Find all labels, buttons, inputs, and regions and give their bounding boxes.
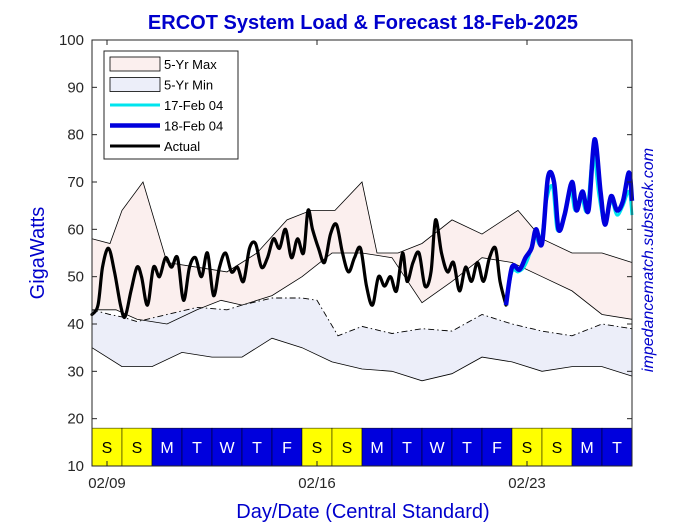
day-cell-label: F xyxy=(282,440,292,457)
chart-title: ERCOT System Load & Forecast 18-Feb-2025 xyxy=(148,12,578,34)
legend-label-5-yr-min: 5-Yr Min xyxy=(164,78,213,93)
legend-label-18-feb-04: 18-Feb 04 xyxy=(164,119,223,134)
y-tick-label: 20 xyxy=(67,411,84,428)
day-cell xyxy=(571,427,603,467)
day-cell xyxy=(391,427,423,467)
day-cell-label: W xyxy=(429,440,445,457)
day-cell-label: T xyxy=(462,440,472,457)
day-cell-label: M xyxy=(580,440,593,457)
plot-area: S S M T W T F S S M T W T F S S M T1020304050607080901000… xyxy=(59,32,635,492)
max-band-upper-edge xyxy=(91,181,633,273)
day-cell xyxy=(241,427,273,467)
day-cell xyxy=(481,427,513,467)
day-cell-label: T xyxy=(192,440,202,457)
y-axis-label: GigaWatts xyxy=(27,207,49,300)
day-cell-label: T xyxy=(252,440,262,457)
legend-label-actual: Actual xyxy=(164,139,200,154)
day-cell-label: T xyxy=(402,440,412,457)
y-tick-label: 70 xyxy=(67,174,84,191)
day-cell xyxy=(301,427,333,467)
day-cell xyxy=(271,427,303,467)
day-cell-label: S xyxy=(312,440,323,457)
max-band-lower-edge xyxy=(92,252,633,325)
y-tick-label: 50 xyxy=(67,269,84,286)
y-tick-label: 40 xyxy=(67,316,84,333)
y-tick-label: 60 xyxy=(67,221,84,238)
day-cell-label: T xyxy=(612,440,622,457)
day-cell-label: S xyxy=(132,440,143,457)
actual-line xyxy=(90,208,508,319)
legend-swatch-5-yr-max xyxy=(109,56,161,72)
day-cell-label: S xyxy=(552,440,563,457)
min-band-lower-edge xyxy=(91,337,633,382)
day-cell xyxy=(121,427,153,467)
x-axis-label: Day/Date (Central Standard) xyxy=(236,501,489,523)
day-cell-label: F xyxy=(492,440,502,457)
y-tick-label: 90 xyxy=(67,79,84,96)
axes-frame xyxy=(91,39,633,467)
day-cell xyxy=(421,427,453,467)
min-band xyxy=(92,298,632,381)
day-cell-label: M xyxy=(160,440,173,457)
day-cell xyxy=(601,427,633,467)
y-tick-label: 30 xyxy=(67,363,84,380)
day-cell xyxy=(541,427,573,467)
legend-label-5-yr-max: 5-Yr Max xyxy=(164,57,217,72)
y-tick-label: 100 xyxy=(59,32,84,49)
day-cell-label: S xyxy=(342,440,353,457)
legend-label-17-feb-04: 17-Feb 04 xyxy=(164,98,223,113)
forecast-18feb-line xyxy=(503,137,635,306)
day-cell-label: M xyxy=(370,440,383,457)
x-tick-label: 02/16 xyxy=(298,475,336,492)
day-cell xyxy=(91,427,123,467)
day-cell-label: S xyxy=(102,440,113,457)
legend: 5-Yr Max 5-Yr Min 17-Feb 04 18-Feb 04 Actual xyxy=(103,50,239,160)
y-tick-label: 80 xyxy=(67,127,84,144)
day-cell-label: W xyxy=(219,440,235,457)
y-tick-label: 10 xyxy=(67,458,84,475)
day-cell-label: S xyxy=(522,440,533,457)
legend-swatch-5-yr-min xyxy=(109,77,161,92)
day-cell xyxy=(511,427,543,467)
day-cell xyxy=(331,427,363,467)
day-cell xyxy=(451,427,483,467)
x-tick-label: 02/23 xyxy=(508,475,546,492)
watermark-text: impedancematch.substack.com xyxy=(640,148,657,372)
x-tick-label: 02/09 xyxy=(88,475,126,492)
